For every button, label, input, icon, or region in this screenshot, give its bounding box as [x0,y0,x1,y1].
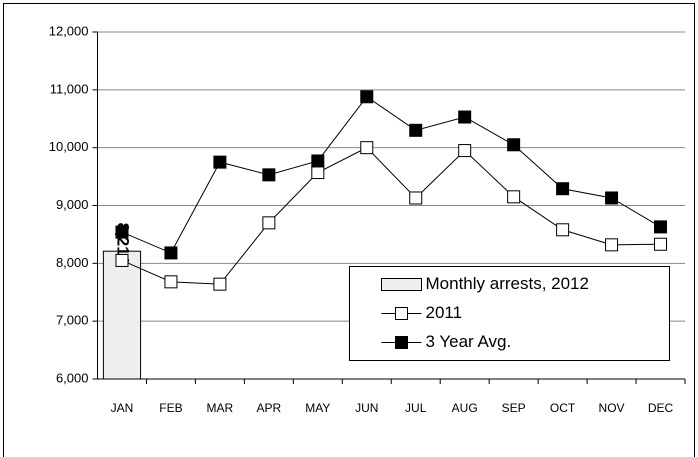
series-marker [262,216,276,230]
legend-label: 2011 [426,303,463,322]
x-tick-label: JUL [405,401,427,415]
legend-marker [395,307,408,320]
legend-swatch [381,278,422,291]
x-tick-label: JUN [355,401,378,415]
series-marker [507,138,521,152]
series-marker [409,191,423,205]
legend-label: 3 Year Avg. [426,332,512,351]
series-marker [213,277,227,291]
series-marker [213,155,227,169]
bar [102,250,142,380]
series-marker [654,237,668,251]
y-tick-label: 11,000 [50,81,89,96]
series-marker [605,238,619,252]
series-line [121,96,661,254]
series-marker [605,191,619,205]
series-marker [458,144,472,158]
x-tick-label: NOV [599,401,625,415]
series-marker [360,141,374,155]
series-marker [360,90,374,104]
series-marker [654,220,668,234]
series-marker [409,123,423,137]
legend-marker [395,336,408,349]
x-tick-label: FEB [159,401,182,415]
y-tick-label: 12,000 [49,23,89,38]
series-marker [458,110,472,124]
series-marker [311,166,325,180]
legend-label: Monthly arrests, 2012 [426,274,589,293]
series-marker [164,275,178,289]
series-marker [507,190,521,204]
x-tick-label: SEP [502,401,526,415]
series-marker [262,168,276,182]
y-tick-label: 9,000 [56,197,89,212]
x-tick-label: OCT [550,401,576,415]
chart-border [3,3,695,457]
series-marker [115,225,129,239]
series-marker [311,154,325,168]
x-tick-label: MAY [305,401,330,415]
y-tick-label: 10,000 [49,139,89,154]
x-tick-label: APR [257,401,282,415]
x-tick-label: MAR [207,401,234,415]
series-marker [164,246,178,260]
series-marker [556,223,570,237]
series-marker [556,182,570,196]
y-tick-label: 8,000 [56,255,89,270]
y-tick-label: 7,000 [56,313,89,328]
series-line [121,147,661,285]
x-tick-label: AUG [452,401,478,415]
y-tick-label: 6,000 [56,370,89,385]
series-marker [115,253,129,267]
x-tick-label: DEC [648,401,674,415]
x-tick-label: JAN [111,401,134,415]
